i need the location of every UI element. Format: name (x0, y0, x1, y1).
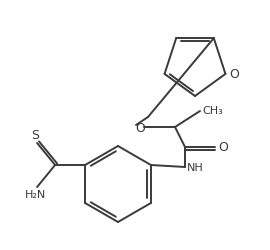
Text: O: O (218, 141, 228, 154)
Text: NH: NH (187, 162, 204, 172)
Text: O: O (230, 68, 239, 81)
Text: O: O (135, 121, 145, 134)
Text: S: S (31, 128, 39, 141)
Text: H₂N: H₂N (25, 189, 46, 199)
Text: CH₃: CH₃ (202, 106, 223, 116)
